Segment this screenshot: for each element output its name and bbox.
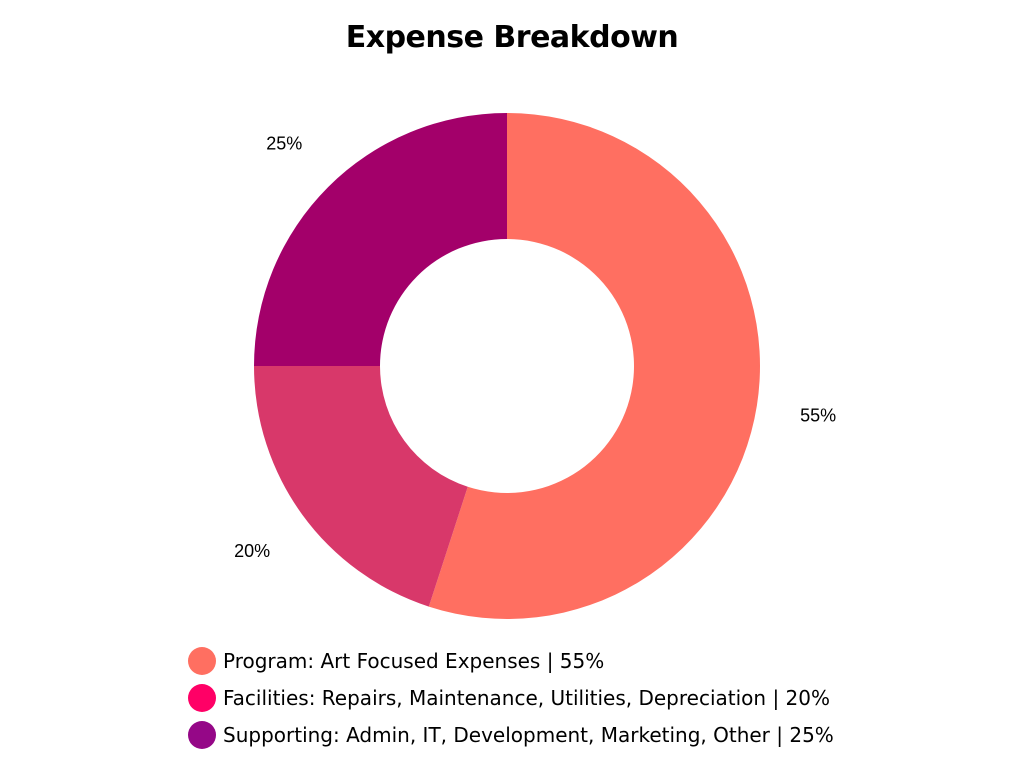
legend-swatch-1 xyxy=(188,683,216,712)
donut-slice-1 xyxy=(254,366,468,607)
legend-label-1: Facilities: Repairs, Maintenance, Utilit… xyxy=(223,685,830,710)
donut-slice-0 xyxy=(428,113,760,619)
legend-swatch-0 xyxy=(188,646,216,675)
legend-item-2: Supporting: Admin, IT, Development, Mark… xyxy=(188,716,968,753)
slice-value-label-1: 20% xyxy=(234,541,270,561)
legend-label-0: Program: Art Focused Expenses | 55% xyxy=(223,648,605,673)
legend-swatch-2 xyxy=(188,720,216,749)
slice-value-label-2: 25% xyxy=(266,133,302,153)
legend-item-1: Facilities: Repairs, Maintenance, Utilit… xyxy=(188,679,968,716)
chart-legend: Program: Art Focused Expenses | 55% Facil… xyxy=(188,642,968,753)
slice-value-label-0: 55% xyxy=(800,405,836,425)
legend-label-2: Supporting: Admin, IT, Development, Mark… xyxy=(223,722,834,747)
chart-title: Expense Breakdown xyxy=(345,20,679,55)
donut-slice-2 xyxy=(254,113,507,366)
legend-item-0: Program: Art Focused Expenses | 55% xyxy=(188,642,968,679)
